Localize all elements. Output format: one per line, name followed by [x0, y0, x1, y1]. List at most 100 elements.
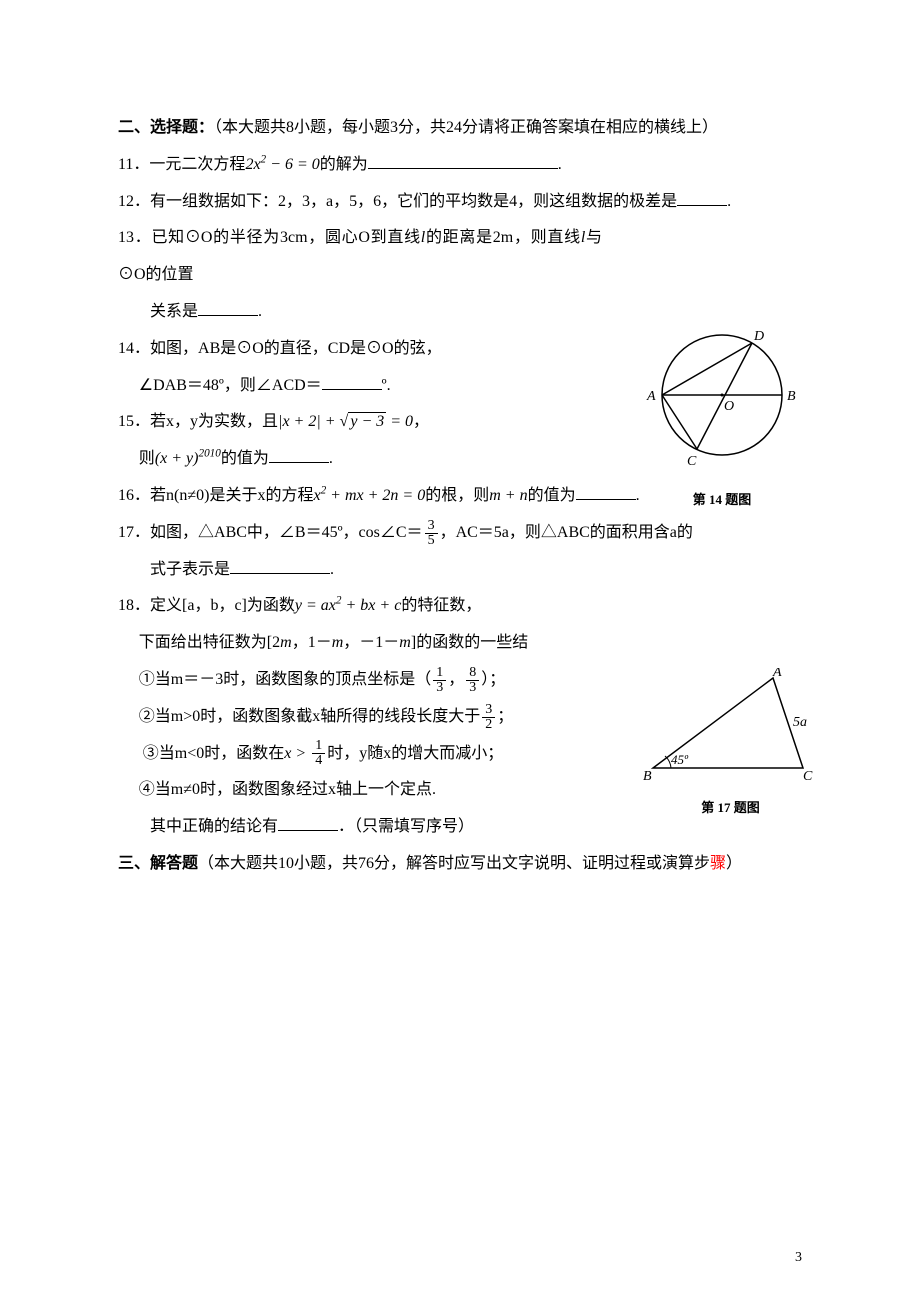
q14-t2: ∠DAB＝48º，则∠ACD＝	[139, 377, 322, 394]
q18-sep2: ，－1－	[343, 634, 399, 651]
q18-num: 18．	[118, 597, 150, 614]
svg-text:B: B	[787, 389, 796, 404]
q18-sep1: ，1－	[292, 634, 332, 651]
svg-text:5a: 5a	[793, 715, 807, 730]
q17-num: 17．	[118, 524, 150, 541]
section-3-end: ）	[726, 855, 742, 872]
q18-eq: y = ax2 + bx + c	[295, 597, 401, 614]
q11-num: 11．	[118, 156, 149, 173]
q18-line2: 下面给出特征数为[2m，1－m，－1－m]的函数的一些结	[118, 625, 802, 662]
svg-text:O: O	[724, 399, 734, 414]
page-number: 3	[795, 1242, 802, 1274]
figure-17-caption: 第 17 题图	[643, 798, 818, 818]
q13-line2-text: 关系是	[150, 303, 198, 320]
svg-text:45º: 45º	[671, 752, 689, 767]
q18-opt2b: ；	[497, 708, 513, 725]
svg-text:A: A	[646, 389, 656, 404]
figure-17-svg: B C A 45º 5a	[643, 668, 818, 783]
q17-t1: 如图，△ABC中，∠B＝45º，cos∠C＝	[150, 524, 423, 541]
q17-t2: ，AC＝5a，则△ABC的面积用含a的	[440, 524, 693, 541]
svg-text:C: C	[687, 454, 697, 469]
q18-blank	[278, 815, 338, 831]
q11-tail: .	[558, 156, 562, 173]
q15-line2a: 则	[139, 450, 155, 467]
section-3-red: 骤	[710, 855, 726, 872]
q18-opt3a: ③当m<0时，函数在	[143, 745, 284, 762]
q15-blank	[269, 447, 329, 463]
q17-frac: 35	[425, 519, 438, 548]
q14-num: 14．	[118, 340, 150, 357]
q12-blank	[677, 190, 727, 206]
q16-t2: 的根，则	[425, 487, 489, 504]
q12: 12．有一组数据如下：2，3，a，5，6，它们的平均数是4，则这组数据的极差是.	[118, 184, 802, 221]
q18-opt2a: ②当m>0时，函数图象截x轴所得的线段长度大于	[139, 708, 480, 725]
q18-t1: 定义[a，b，c]为函数	[150, 597, 295, 614]
q17-tail: .	[330, 561, 334, 578]
svg-text:A: A	[772, 668, 782, 680]
q18-x: x >	[284, 745, 310, 762]
q15-comma: ，	[413, 413, 429, 430]
svg-text:D: D	[753, 329, 764, 344]
section-3-header: 三、解答题（本大题共10小题，共76分，解答时应写出文字说明、证明过程或演算步骤…	[118, 846, 802, 883]
section-3-title: 三、解答题	[118, 855, 198, 872]
q15-eq: |x + 2| + y − 3 = 0	[278, 413, 413, 430]
q15-tail: .	[329, 450, 333, 467]
q18-opt1mid: ，	[448, 671, 464, 688]
q15-exp: (x + y)2010	[155, 450, 221, 467]
q11-blank	[368, 153, 558, 169]
q14-t1: 如图，AB是⊙O的直径，CD是⊙O的弦，	[150, 340, 442, 357]
figure-17: B C A 45º 5a 第 17 题图	[643, 668, 818, 817]
q17-line2: 式子表示是.	[118, 552, 802, 589]
q17-blank	[230, 558, 330, 574]
q17-line2-text: 式子表示是	[150, 561, 230, 578]
section-2-instructions: （本大题共8小题，每小题3分，共24分请将正确答案填在相应的横线上）	[214, 119, 718, 136]
q11-t2: 的解为	[320, 156, 368, 173]
q18-m2: m	[332, 634, 344, 651]
q18-t2: 的特征数，	[401, 597, 481, 614]
q18-tail1: 其中正确的结论有	[150, 818, 278, 835]
q12-tail: .	[727, 193, 731, 210]
q11-t1: 一元二次方程	[149, 156, 245, 173]
q11: 11．一元二次方程2x2 − 6 = 0的解为.	[118, 147, 802, 184]
q18-f2: 83	[466, 666, 479, 695]
q16-t1: 若n(n≠0)是关于x的方程	[150, 487, 313, 504]
section-2-title: 二、选择题：	[118, 119, 214, 136]
q13-blank	[198, 300, 258, 316]
q13: 13．已知⊙O的半径为3cm，圆心O到直线l的距离是2m，则直线l与⊙O的位置	[118, 220, 802, 294]
q13-tail: .	[258, 303, 262, 320]
q18-f3: 32	[482, 703, 495, 732]
q18-f1: 13	[433, 666, 446, 695]
q17: 17．如图，△ABC中，∠B＝45º，cos∠C＝35，AC＝5a，则△ABC的…	[118, 515, 802, 552]
q18-m3: m	[399, 634, 411, 651]
q18-opt1a: ①当m＝－3时，函数图象的顶点坐标是（	[139, 671, 431, 688]
q16-blank	[576, 484, 636, 500]
q18-line2a: 下面给出特征数为[2	[139, 634, 280, 651]
q11-eq: 2x2 − 6 = 0	[245, 156, 319, 173]
q14-blank	[322, 374, 382, 390]
q16-num: 16．	[118, 487, 150, 504]
figure-14-svg: A B C D O	[632, 315, 812, 475]
q18-f4: 14	[312, 739, 325, 768]
q15-num: 15．	[118, 413, 150, 430]
q14-unit: º.	[382, 377, 391, 394]
q13-t2: 的距离是2m，则直线	[425, 229, 581, 246]
q16-mn: m + n	[489, 487, 527, 504]
figure-14-caption: 第 14 题图	[632, 490, 812, 510]
figure-14: A B C D O 第 14 题图	[632, 315, 812, 509]
q15-line2b: 的值为	[221, 450, 269, 467]
q12-t1: 有一组数据如下：2，3，a，5，6，它们的平均数是4，则这组数据的极差是	[150, 193, 677, 210]
q18-opt1b: ）；	[481, 671, 505, 688]
q18-opt4-text: ④当m≠0时，函数图象经过x轴上一个定点.	[139, 781, 436, 798]
q16-eq: x2 + mx + 2n = 0	[313, 487, 425, 504]
q18-m1: m	[280, 634, 292, 651]
svg-text:C: C	[803, 769, 813, 783]
q13-t1: 已知⊙O的半径为3cm，圆心O到直线	[151, 229, 420, 246]
q12-num: 12．	[118, 193, 150, 210]
q18: 18．定义[a，b，c]为函数y = ax2 + bx + c的特征数，	[118, 588, 802, 625]
section-2-header: 二、选择题：（本大题共8小题，每小题3分，共24分请将正确答案填在相应的横线上）	[118, 110, 802, 147]
q16-t3: 的值为	[528, 487, 576, 504]
q15-t1: 若x，y为实数，且	[150, 413, 278, 430]
svg-text:B: B	[643, 769, 652, 783]
q18-tail2: ．（只需填写序号）	[338, 818, 474, 835]
q18-line2b: ]的函数的一些结	[411, 634, 528, 651]
